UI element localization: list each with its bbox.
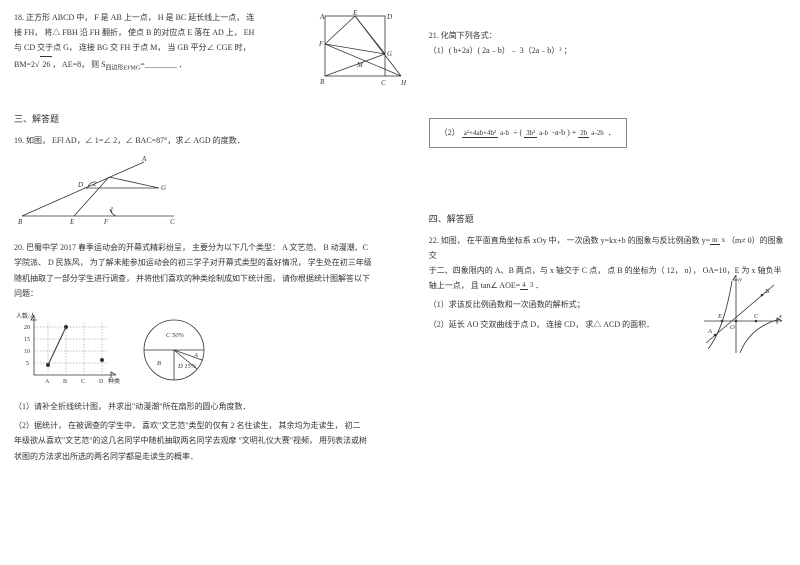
svg-text:D: D bbox=[99, 379, 104, 385]
q20-figures: 人数/人 5 10 15 20 A B C D 种类 bbox=[14, 309, 409, 391]
q18-label-E: E bbox=[352, 10, 358, 17]
q18-figure: A E D F G M B C H bbox=[317, 10, 409, 92]
svg-text:x: x bbox=[778, 313, 782, 320]
q21-part1: （1）( b+2a）( 2a﹣b）﹣ 3（2a﹣b）² ； bbox=[429, 43, 786, 58]
q20-line3: 随机抽取了一部分学生进行调查， 并将他们喜欢的种类绘制成如下统计图， 请你根据统… bbox=[14, 271, 409, 286]
q21-part2: （2） a²+4ab+4b²a-b ÷ ( 3b²a-b -a-b ) + 2b… bbox=[429, 108, 786, 157]
problem-22: 22. 如图， 在平面直角坐标系 xOy 中， 一次函数 y=kx+b 的图象与… bbox=[429, 233, 786, 332]
q20-xlabel: 种类 bbox=[108, 377, 120, 385]
svg-text:B: B bbox=[157, 360, 161, 367]
q20-sub2c: 状图的方法求出所选的两名同学都是走读生的概率． bbox=[14, 449, 409, 464]
q19-label-F: F bbox=[103, 218, 109, 226]
q18-label-M: M bbox=[356, 61, 364, 69]
q19-label-A: A bbox=[141, 155, 147, 163]
problem-21: 21. 化简下列各式： （1）( b+2a）( 2a﹣b）﹣ 3（2a﹣b）² … bbox=[429, 28, 786, 158]
svg-text:D 15%: D 15% bbox=[177, 363, 197, 370]
svg-text:E: E bbox=[717, 313, 722, 320]
problem-19: 19. 如图， EF‖ AD，∠ 1=∠ 2，∠ BAC=87°，求∠ AGD … bbox=[14, 133, 409, 226]
q20-pie-chart: C 50% B D 15% A bbox=[134, 313, 220, 387]
q18-line2: 接 FH， 将△ FBH 沿 FH 翻折， 使点 B 的对应点 E 落在 AD … bbox=[14, 25, 311, 40]
problem-20: 20. 巴蜀中学 2017 春季运动会的开幕式精彩纷呈， 主要分为以下几个类型：… bbox=[14, 240, 409, 464]
q19-label-B: B bbox=[18, 218, 23, 226]
svg-text:A: A bbox=[193, 352, 198, 359]
svg-text:A: A bbox=[45, 379, 50, 385]
q20-sub2b: 年级欲从喜欢"文艺范"的这几名同学中随机抽取两名同学去观摩 "文明礼仪大赛"视频… bbox=[14, 433, 409, 448]
section-3-title: 三、解答题 bbox=[14, 112, 409, 125]
q18-line1: 18. 正方形 ABCD 中， F 是 AB 上一点， H 是 BC 延长线上一… bbox=[14, 10, 311, 25]
q20-line2: 学院派、 D 民族风， 为了解未能参加运动会的初三学子对开幕式类型的喜好情况， … bbox=[14, 255, 409, 270]
svg-text:B: B bbox=[765, 288, 769, 295]
q20-line4: 问题： bbox=[14, 286, 409, 301]
svg-text:y: y bbox=[738, 276, 742, 283]
q18-label-G: G bbox=[387, 50, 392, 58]
svg-text:5: 5 bbox=[26, 361, 29, 367]
q19-label-1: 1 bbox=[110, 206, 114, 214]
q20-line-chart: 人数/人 5 10 15 20 A B C D 种类 bbox=[14, 309, 124, 391]
svg-text:10: 10 bbox=[24, 349, 30, 355]
q18-label-F: F bbox=[318, 40, 324, 48]
q19-label-D: D bbox=[77, 181, 83, 189]
svg-text:A: A bbox=[707, 328, 712, 335]
q18-label-B: B bbox=[320, 78, 325, 86]
q18-label-H: H bbox=[400, 79, 407, 87]
q20-line1: 20. 巴蜀中学 2017 春季运动会的开幕式精彩纷呈， 主要分为以下几个类型：… bbox=[14, 240, 409, 255]
q22-line1: 22. 如图， 在平面直角坐标系 xOy 中， 一次函数 y=kx+b 的图象与… bbox=[429, 233, 786, 263]
problem-18: 18. 正方形 ABCD 中， F 是 AB 上一点， H 是 BC 延长线上一… bbox=[14, 10, 409, 92]
problem-18-text: 18. 正方形 ABCD 中， F 是 AB 上一点， H 是 BC 延长线上一… bbox=[14, 10, 311, 92]
q19-label-G: G bbox=[161, 184, 166, 192]
q19-figure: A B E F C D G 1 2 bbox=[14, 154, 184, 226]
svg-text:C: C bbox=[81, 379, 85, 385]
q18-label-A: A bbox=[319, 13, 325, 21]
q18-label-C: C bbox=[381, 79, 386, 87]
svg-text:C 50%: C 50% bbox=[166, 332, 184, 339]
svg-text:O: O bbox=[730, 324, 735, 331]
q18-line4: BM=2√26， AE=8， 则 S四边形EFMG=________ ． bbox=[14, 56, 311, 75]
q18-label-D: D bbox=[386, 13, 392, 21]
q19-label-E: E bbox=[69, 218, 75, 226]
q19-text: 19. 如图， EF‖ AD，∠ 1=∠ 2，∠ BAC=87°，求∠ AGD … bbox=[14, 133, 409, 148]
svg-text:15: 15 bbox=[24, 337, 30, 343]
q18-line3: 与 CD 交于点 G， 连接 BG 交 FH 于点 M， 当 GB 平分∠ CG… bbox=[14, 40, 311, 55]
svg-text:C: C bbox=[754, 313, 759, 320]
left-column: 18. 正方形 ABCD 中， F 是 AB 上一点， H 是 BC 延长线上一… bbox=[14, 10, 409, 555]
q19-label-C: C bbox=[170, 218, 175, 226]
right-column: 21. 化简下列各式： （1）( b+2a）( 2a﹣b）﹣ 3（2a﹣b）² … bbox=[429, 10, 786, 555]
q19-label-2: 2 bbox=[93, 180, 97, 188]
svg-text:B: B bbox=[63, 379, 67, 385]
svg-text:20: 20 bbox=[24, 325, 30, 331]
q22-figure: y x A E O C B bbox=[700, 271, 786, 357]
q20-sub1: （1）请补全折线统计图， 并求出"动漫潮"所在扇形的圆心角度数． bbox=[14, 399, 409, 414]
q20-sub2a: （2）据统计， 在被调查的学生中， 喜欢"文艺范"类型的仅有 2 名住读生， 其… bbox=[14, 418, 409, 433]
q21-header: 21. 化简下列各式： bbox=[429, 28, 786, 43]
section-4-title: 四、解答题 bbox=[429, 212, 786, 225]
q20-ylabel: 人数/人 bbox=[16, 312, 36, 320]
